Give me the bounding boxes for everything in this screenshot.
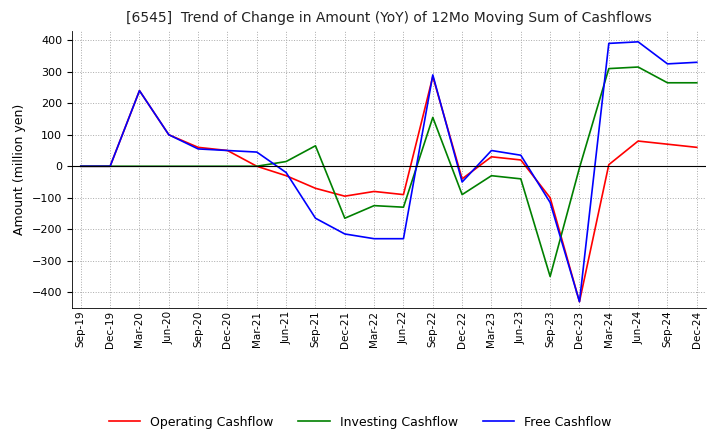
Operating Cashflow xyxy=(135,88,144,93)
Investing Cashflow xyxy=(516,176,525,181)
Operating Cashflow xyxy=(106,164,114,169)
Investing Cashflow xyxy=(253,164,261,169)
Operating Cashflow xyxy=(282,173,290,178)
Free Cashflow xyxy=(311,216,320,221)
Investing Cashflow xyxy=(634,64,642,70)
Free Cashflow xyxy=(575,299,584,304)
Line: Free Cashflow: Free Cashflow xyxy=(81,42,697,302)
Y-axis label: Amount (million yen): Amount (million yen) xyxy=(13,104,26,235)
Free Cashflow xyxy=(135,88,144,93)
Investing Cashflow xyxy=(575,165,584,170)
Operating Cashflow xyxy=(663,142,672,147)
Operating Cashflow xyxy=(428,74,437,79)
Operating Cashflow xyxy=(253,164,261,169)
Investing Cashflow xyxy=(605,66,613,71)
Free Cashflow xyxy=(223,148,232,153)
Line: Investing Cashflow: Investing Cashflow xyxy=(81,67,697,276)
Free Cashflow xyxy=(164,132,173,137)
Operating Cashflow xyxy=(341,194,349,199)
Operating Cashflow xyxy=(516,158,525,163)
Free Cashflow xyxy=(428,72,437,77)
Legend: Operating Cashflow, Investing Cashflow, Free Cashflow: Operating Cashflow, Investing Cashflow, … xyxy=(104,411,616,434)
Free Cashflow xyxy=(693,60,701,65)
Free Cashflow xyxy=(487,148,496,153)
Investing Cashflow xyxy=(341,216,349,221)
Investing Cashflow xyxy=(282,159,290,164)
Free Cashflow xyxy=(282,170,290,175)
Investing Cashflow xyxy=(663,80,672,85)
Investing Cashflow xyxy=(76,164,85,169)
Operating Cashflow xyxy=(311,186,320,191)
Investing Cashflow xyxy=(370,203,379,208)
Investing Cashflow xyxy=(399,205,408,210)
Operating Cashflow xyxy=(693,145,701,150)
Free Cashflow xyxy=(370,236,379,241)
Investing Cashflow xyxy=(693,80,701,85)
Investing Cashflow xyxy=(194,164,202,169)
Investing Cashflow xyxy=(487,173,496,178)
Title: [6545]  Trend of Change in Amount (YoY) of 12Mo Moving Sum of Cashflows: [6545] Trend of Change in Amount (YoY) o… xyxy=(126,11,652,26)
Operating Cashflow xyxy=(194,145,202,150)
Investing Cashflow xyxy=(546,274,554,279)
Investing Cashflow xyxy=(428,115,437,120)
Free Cashflow xyxy=(663,61,672,66)
Investing Cashflow xyxy=(311,143,320,148)
Operating Cashflow xyxy=(164,132,173,137)
Operating Cashflow xyxy=(487,154,496,159)
Investing Cashflow xyxy=(135,164,144,169)
Free Cashflow xyxy=(253,150,261,155)
Operating Cashflow xyxy=(575,299,584,304)
Line: Operating Cashflow: Operating Cashflow xyxy=(81,77,697,302)
Investing Cashflow xyxy=(164,164,173,169)
Free Cashflow xyxy=(76,164,85,169)
Free Cashflow xyxy=(399,236,408,241)
Operating Cashflow xyxy=(76,164,85,169)
Investing Cashflow xyxy=(458,192,467,197)
Free Cashflow xyxy=(546,200,554,205)
Operating Cashflow xyxy=(370,189,379,194)
Operating Cashflow xyxy=(223,148,232,153)
Operating Cashflow xyxy=(634,139,642,144)
Free Cashflow xyxy=(106,164,114,169)
Operating Cashflow xyxy=(605,162,613,167)
Free Cashflow xyxy=(341,231,349,237)
Investing Cashflow xyxy=(106,164,114,169)
Operating Cashflow xyxy=(399,192,408,197)
Operating Cashflow xyxy=(458,176,467,181)
Free Cashflow xyxy=(605,41,613,46)
Free Cashflow xyxy=(458,180,467,185)
Free Cashflow xyxy=(516,153,525,158)
Free Cashflow xyxy=(194,146,202,151)
Operating Cashflow xyxy=(546,195,554,200)
Investing Cashflow xyxy=(223,164,232,169)
Free Cashflow xyxy=(634,39,642,44)
